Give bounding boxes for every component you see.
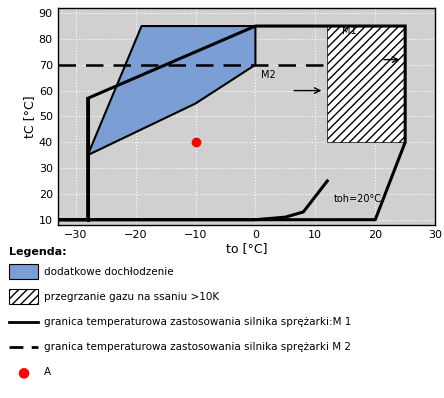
Text: ●: ● (17, 365, 29, 379)
Text: M1: M1 (342, 26, 357, 36)
Text: Legenda:: Legenda: (9, 247, 67, 257)
Text: przegrzanie gazu na ssaniu >10K: przegrzanie gazu na ssaniu >10K (44, 292, 219, 302)
Polygon shape (327, 26, 405, 142)
Polygon shape (87, 26, 255, 155)
Text: granica temperaturowa zastosowania silnika sprężarki:M 1: granica temperaturowa zastosowania silni… (44, 317, 352, 327)
Text: granica temperaturowa zastosowania silnika sprężarki M 2: granica temperaturowa zastosowania silni… (44, 342, 351, 352)
Text: toh=20°C: toh=20°C (333, 194, 381, 204)
Text: dodatkowe dochłodzenie: dodatkowe dochłodzenie (44, 267, 174, 277)
Y-axis label: tC [°C]: tC [°C] (23, 95, 36, 138)
X-axis label: to [°C]: to [°C] (226, 242, 267, 256)
Text: A: A (44, 367, 52, 377)
Text: M2: M2 (262, 70, 276, 80)
